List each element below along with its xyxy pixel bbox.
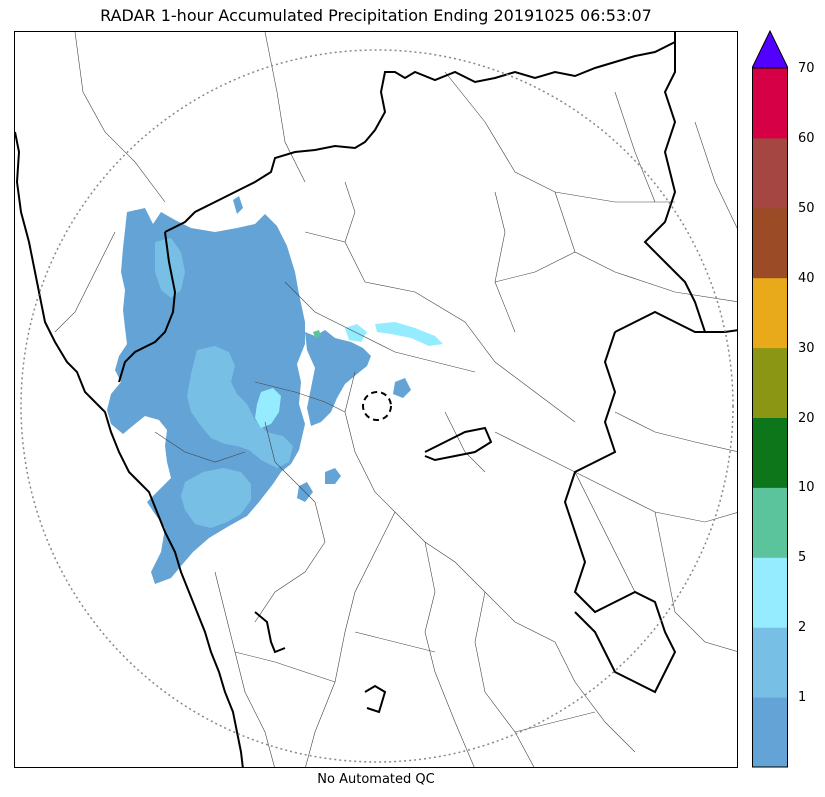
- precip-scatter-7: [233, 196, 243, 214]
- colorbar-tick-label: 60: [798, 130, 815, 146]
- colorbar-bin-8: [752, 137, 788, 209]
- precip-scatter-4: [345, 324, 367, 342]
- colorbar-tick-label: 40: [798, 270, 815, 286]
- colorbar-bin-4: [752, 417, 788, 488]
- state-boundaries: [118, 32, 737, 714]
- colorbar-tick-label: 20: [798, 410, 815, 426]
- precip-scatter-6: [313, 330, 321, 338]
- colorbar-bin-7: [752, 207, 788, 279]
- coastline: [15, 131, 244, 767]
- colorbar-extend-triangle: [752, 30, 788, 69]
- radar-map: [14, 31, 738, 768]
- district-boundaries: [54, 32, 737, 767]
- precipitation-layer: [107, 196, 443, 584]
- colorbar-bin-5: [752, 347, 788, 418]
- range-ring: [20, 49, 734, 763]
- precip-scatter-5: [375, 322, 443, 346]
- map-canvas: [15, 32, 737, 767]
- qc-caption: No Automated QC: [317, 772, 435, 787]
- colorbar-bin-3: [752, 487, 788, 558]
- colorbar-tick-label: 70: [798, 61, 815, 76]
- precip-area-heavy: [255, 388, 281, 428]
- colorbar: [752, 30, 788, 768]
- precip-scatter-3: [393, 378, 411, 398]
- colorbar-tick-label: 1: [798, 690, 807, 706]
- precip-area-moderate-south: [181, 468, 251, 528]
- colorbar-tick-label: 50: [798, 200, 815, 216]
- colorbar-bin-0: [752, 697, 788, 768]
- radar-location-marker: [362, 391, 392, 421]
- colorbar-frame: [752, 67, 788, 768]
- precip-area-light-edge: [305, 330, 371, 426]
- chart-title: RADAR 1-hour Accumulated Precipitation E…: [100, 6, 652, 25]
- colorbar-bin-6: [752, 277, 788, 349]
- colorbar-tick-label: 5: [798, 550, 807, 566]
- colorbar-tick-label: 10: [798, 480, 815, 496]
- colorbar-tick-label: 2: [798, 620, 807, 636]
- colorbar-tick-label: 30: [798, 340, 815, 356]
- colorbar-bin-9: [752, 68, 788, 139]
- precip-area-moderate: [187, 346, 293, 468]
- colorbar-bin-1: [752, 627, 788, 698]
- colorbar-svg: [752, 30, 788, 768]
- precip-scatter-1: [325, 468, 341, 484]
- colorbar-bin-2: [752, 557, 788, 628]
